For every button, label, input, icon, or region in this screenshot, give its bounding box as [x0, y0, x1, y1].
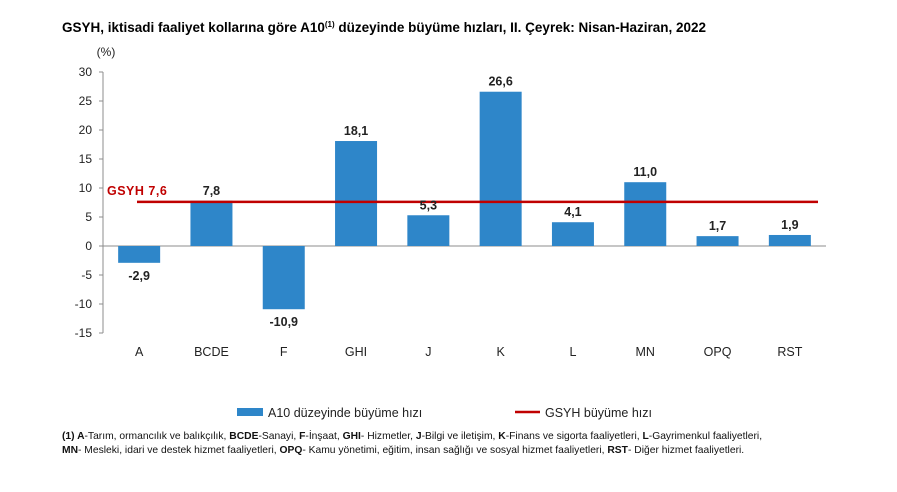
footnote-text: -Sanayi, [258, 431, 300, 442]
bar [696, 236, 739, 246]
data-label: 1,7 [709, 219, 726, 233]
bar [262, 246, 305, 310]
data-label: 1,9 [781, 218, 798, 232]
legend: A10 düzeyinde büyüme hızı GSYH büyüme hız… [237, 406, 652, 420]
category-label: OPQ [704, 345, 732, 359]
data-label: -10,9 [270, 315, 299, 329]
category-label: BCDE [194, 345, 229, 359]
footnote: (1) A-Tarım, ormancılık ve balıkçılık, B… [62, 430, 882, 458]
footnote-code: BCDE [229, 431, 259, 442]
bar [407, 215, 450, 246]
category-label: MN [636, 345, 655, 359]
y-tick-label: 5 [85, 210, 92, 224]
category-label: RST [777, 345, 802, 359]
data-label: 26,6 [488, 75, 512, 89]
y-tick-label: -5 [81, 268, 92, 282]
footnote-code: K [498, 431, 506, 442]
legend-bar-swatch [237, 408, 263, 416]
y-tick-label: 10 [79, 181, 93, 195]
y-tick-label: 20 [79, 123, 93, 137]
reference-line-group: GSYH 7,6 [107, 184, 818, 204]
y-tick-label: -15 [75, 326, 93, 340]
category-label: A [135, 345, 144, 359]
category-labels: A BCDE F GHI J K L MN OPQ RST [135, 345, 803, 359]
data-label: 7,8 [203, 184, 220, 198]
footnote-text: - Hizmetler, [360, 431, 416, 442]
footnote-text: -İnşaat, [305, 431, 343, 442]
chart-title-text-end: düzeyinde büyüme hızları, II. Çeyrek: Ni… [334, 20, 707, 35]
gdp-reference-label: GSYH 7,6 [107, 184, 167, 198]
data-label: 11,0 [633, 165, 657, 179]
footnote-code: OPQ [279, 445, 303, 456]
bar [335, 141, 378, 246]
legend-line-label: GSYH büyüme hızı [545, 406, 652, 420]
category-label: GHI [345, 345, 367, 359]
footnote-code: F [299, 431, 306, 442]
footnote-text: - Diğer hizmet faaliyetleri. [627, 445, 745, 456]
chart-title: GSYH, iktisadi faaliyet kollarına göre A… [62, 20, 706, 35]
bars [118, 91, 811, 310]
data-label: -2,9 [128, 269, 150, 283]
category-label: F [280, 345, 288, 359]
data-labels: -2,9 7,8 -10,9 18,1 5,3 26,6 4,1 11,0 1,7 1,9 [128, 75, 798, 330]
bar [624, 182, 667, 246]
data-label: 18,1 [344, 124, 368, 138]
y-tick-label: 30 [79, 65, 93, 79]
category-label: K [496, 345, 505, 359]
bar-chart: 30 25 20 15 10 5 0 -5 -10 -15 (%) GSYH 7,6 -2,9 7,8… [75, 45, 826, 420]
data-label: 5,3 [420, 198, 437, 212]
data-label: 4,1 [564, 205, 581, 219]
footnote-code: MN [62, 445, 79, 456]
legend-bar-label: A10 düzeyinde büyüme hızı [268, 406, 422, 420]
bar [118, 246, 161, 263]
category-label: J [425, 345, 431, 359]
footnote-code: J [415, 431, 422, 442]
footnote-text: - Kamu yönetimi, eğitim, insan sağlığı v… [302, 445, 608, 456]
bar [551, 222, 594, 246]
footnote-line: (1) A-Tarım, ormancılık ve balıkçılık, B… [62, 430, 882, 444]
footnote-code: (1) A [62, 431, 85, 442]
bar [190, 200, 233, 246]
y-axis-unit: (%) [97, 45, 116, 59]
y-tick-label: 25 [79, 94, 93, 108]
footnote-text: -Finans ve sigorta faaliyetleri, [505, 431, 643, 442]
bar [479, 91, 522, 246]
bar [768, 234, 811, 246]
y-tick-label: 15 [79, 152, 93, 166]
footnote-text: - Mesleki, idari ve destek hizmet faaliy… [78, 445, 280, 456]
footnote-marker: (1) [324, 20, 335, 29]
footnote-line: MN- Mesleki, idari ve destek hizmet faal… [62, 444, 882, 458]
footnote-text: -Gayrimenkul faaliyetleri, [648, 431, 763, 442]
footnote-code: RST [607, 445, 628, 456]
y-axis: 30 25 20 15 10 5 0 -5 -10 -15 (%) [75, 45, 826, 340]
y-tick-label: -10 [75, 297, 93, 311]
category-label: L [569, 345, 576, 359]
chart-title-text: GSYH, iktisadi faaliyet kollarına göre A… [62, 20, 325, 35]
footnote-code: L [642, 431, 649, 442]
footnote-code: GHI [342, 431, 361, 442]
y-tick-label: 0 [85, 239, 92, 253]
footnote-text: -Bilgi ve iletişim, [421, 431, 499, 442]
footnote-text: -Tarım, ormancılık ve balıkçılık, [84, 431, 230, 442]
